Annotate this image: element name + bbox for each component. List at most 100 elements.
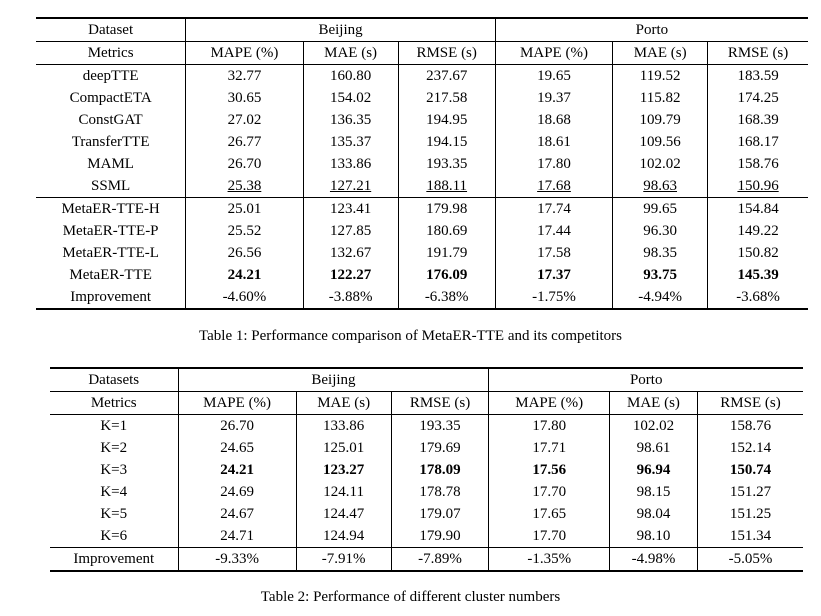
value-cell: 127.85 bbox=[302, 220, 399, 242]
table-row: CompactETA 30.65 154.02 217.58 19.37 115.82 17… bbox=[36, 87, 808, 109]
table-row: K=4 24.69 124.11 178.78 17.70 98.15 151.27 bbox=[50, 481, 803, 503]
table-row: MetaER-TTE 24.21 122.27 176.09 17.37 93.75 145… bbox=[36, 264, 808, 286]
value-cell: 158.76 bbox=[707, 153, 808, 175]
value-cell: 98.04 bbox=[608, 503, 698, 525]
value-cell: 24.67 bbox=[177, 503, 297, 525]
row-label: K=5 bbox=[100, 506, 128, 522]
value-cell: 93.75 bbox=[612, 264, 708, 286]
row-label: CompactETA bbox=[69, 90, 152, 106]
value-cell: 18.68 bbox=[494, 109, 613, 131]
metric-column-header: MAE (s) bbox=[302, 41, 399, 65]
table-row: Improvement -9.33% -7.91% -7.89% -1.35% -4.98… bbox=[50, 547, 803, 571]
table-row: Dataset Beijing Porto bbox=[36, 18, 808, 42]
table-row: K=1 26.70 133.86 193.35 17.80 102.02 158.76 bbox=[50, 414, 803, 437]
value-cell: 26.56 bbox=[185, 242, 304, 264]
value-cell: 17.37 bbox=[494, 264, 613, 286]
metric-column-header: RMSE (s) bbox=[390, 391, 489, 415]
value-cell: 124.94 bbox=[295, 525, 392, 548]
dataset-corner-header: Datasets bbox=[50, 368, 178, 392]
value-cell: 188.11 bbox=[397, 175, 496, 198]
value-cell: 176.09 bbox=[397, 264, 496, 286]
metrics-corner-header: Metrics bbox=[50, 391, 178, 415]
value-cell: 123.27 bbox=[295, 459, 392, 481]
cluster-numbers-table-container: Datasets Beijing Porto Metrics MAPE (%) MAE (… bbox=[50, 367, 803, 572]
value-cell: 150.96 bbox=[707, 175, 808, 198]
value-cell: 24.71 bbox=[177, 525, 297, 548]
value-cell: 17.71 bbox=[488, 437, 610, 459]
value-cell: 98.35 bbox=[612, 242, 708, 264]
value-cell: -6.38% bbox=[397, 286, 496, 309]
value-cell: -5.05% bbox=[697, 547, 803, 571]
value-cell: 174.25 bbox=[707, 87, 808, 109]
value-cell: 133.86 bbox=[302, 153, 399, 175]
row-label: Improvement bbox=[50, 547, 178, 571]
table-row: MetaER-TTE-P 25.52 127.85 180.69 17.44 96.30 1… bbox=[36, 220, 808, 242]
value-cell: 151.27 bbox=[697, 481, 803, 503]
value-cell: 109.56 bbox=[612, 131, 708, 153]
value-cell: 30.65 bbox=[185, 87, 304, 109]
value-cell: 17.70 bbox=[488, 481, 610, 503]
value-cell: 145.39 bbox=[707, 264, 808, 286]
row-label: K=4 bbox=[100, 484, 128, 500]
table-row: K=6 24.71 124.94 179.90 17.70 98.10 151.34 bbox=[50, 525, 803, 548]
value-cell: 127.21 bbox=[302, 175, 399, 198]
value-cell: 154.84 bbox=[707, 197, 808, 220]
metric-column-header: MAE (s) bbox=[295, 391, 392, 415]
value-cell: 96.94 bbox=[608, 459, 698, 481]
value-cell: 125.01 bbox=[295, 437, 392, 459]
metric-column-header: MAE (s) bbox=[608, 391, 698, 415]
value-cell: 122.27 bbox=[302, 264, 399, 286]
table-row: K=3 24.21 123.27 178.09 17.56 96.94 150.74 bbox=[50, 459, 803, 481]
value-cell: 115.82 bbox=[612, 87, 708, 109]
value-cell: 193.35 bbox=[397, 153, 496, 175]
value-cell: 124.47 bbox=[295, 503, 392, 525]
value-cell: 26.70 bbox=[177, 414, 297, 437]
table-row: MetaER-TTE-L 26.56 132.67 191.79 17.58 98.35 1… bbox=[36, 242, 808, 264]
table-row: Datasets Beijing Porto bbox=[50, 368, 803, 392]
value-cell: 179.98 bbox=[397, 197, 496, 220]
performance-comparison-table: Dataset Beijing Porto Metrics MAPE (%) MAE (s… bbox=[36, 17, 808, 310]
value-cell: -4.60% bbox=[185, 286, 304, 309]
value-cell: 183.59 bbox=[707, 64, 808, 87]
value-cell: 194.15 bbox=[397, 131, 496, 153]
value-cell: 25.38 bbox=[185, 175, 304, 198]
value-cell: 96.30 bbox=[612, 220, 708, 242]
value-cell: 27.02 bbox=[185, 109, 304, 131]
group-header-beijing: Beijing bbox=[177, 368, 489, 392]
metric-column-header: MAPE (%) bbox=[488, 391, 610, 415]
row-label: SSML bbox=[91, 178, 131, 194]
row-label: Improvement bbox=[70, 289, 152, 305]
value-cell: 158.76 bbox=[697, 414, 803, 437]
value-cell: 151.34 bbox=[697, 525, 803, 548]
group-header-porto: Porto bbox=[494, 18, 808, 42]
metrics-corner-header: Metrics bbox=[36, 41, 186, 65]
table-row: Metrics MAPE (%) MAE (s) RMSE (s) MAPE (%) MA… bbox=[36, 41, 808, 65]
table2-caption: Table 2: Performance of different cluste… bbox=[260, 589, 561, 605]
cluster-numbers-table: Datasets Beijing Porto Metrics MAPE (%) MAE (… bbox=[50, 367, 803, 572]
value-cell: 24.65 bbox=[177, 437, 297, 459]
value-cell: -3.88% bbox=[302, 286, 399, 309]
value-cell: 17.74 bbox=[494, 197, 613, 220]
value-cell: 179.69 bbox=[390, 437, 489, 459]
value-cell: 24.21 bbox=[185, 264, 304, 286]
value-cell: -7.91% bbox=[295, 547, 392, 571]
value-cell: 149.22 bbox=[707, 220, 808, 242]
value-cell: 237.67 bbox=[397, 64, 496, 87]
dataset-corner-header: Dataset bbox=[36, 18, 186, 42]
value-cell: -3.68% bbox=[707, 286, 808, 309]
value-cell: 132.67 bbox=[302, 242, 399, 264]
value-cell: 25.52 bbox=[185, 220, 304, 242]
value-cell: 136.35 bbox=[302, 109, 399, 131]
value-cell: 180.69 bbox=[397, 220, 496, 242]
value-cell: 151.25 bbox=[697, 503, 803, 525]
metric-column-header: MAE (s) bbox=[612, 41, 708, 65]
value-cell: 17.68 bbox=[494, 175, 613, 198]
table-row: MAML 26.70 133.86 193.35 17.80 102.02 158.76 bbox=[36, 153, 808, 175]
value-cell: 19.65 bbox=[494, 64, 613, 87]
value-cell: 179.07 bbox=[390, 503, 489, 525]
value-cell: 194.95 bbox=[397, 109, 496, 131]
metric-column-header: MAPE (%) bbox=[494, 41, 613, 65]
value-cell: 109.79 bbox=[612, 109, 708, 131]
value-cell: 17.65 bbox=[488, 503, 610, 525]
value-cell: 17.70 bbox=[488, 525, 610, 548]
